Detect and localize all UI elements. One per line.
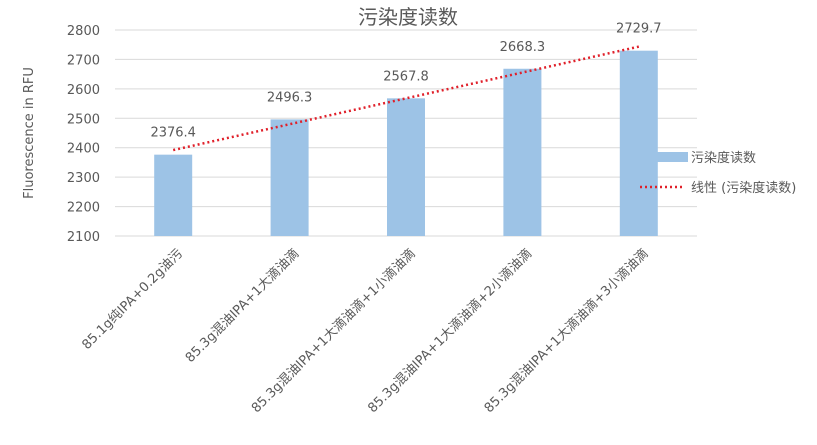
bar [387, 98, 425, 236]
data-label: 2496.3 [267, 90, 313, 105]
y-tick-label: 2800 [67, 24, 100, 39]
y-tick-label: 2700 [67, 53, 100, 68]
data-label: 2567.8 [383, 69, 429, 84]
y-tick-label: 2600 [67, 83, 100, 98]
y-tick-label: 2300 [67, 171, 100, 186]
bar [619, 50, 658, 236]
y-axis-label: Fluorescence in RFU [22, 67, 37, 199]
data-label: 2668.3 [500, 40, 546, 55]
data-label: 2376.4 [150, 126, 196, 141]
legend-bar-label: 污染度读数 [691, 150, 756, 166]
bar [503, 68, 542, 236]
bar [270, 119, 309, 236]
legend-bar-swatch [655, 152, 688, 162]
y-tick-label: 2500 [67, 112, 100, 127]
x-tick-label: 85.3g混油IPA+1大滴油滴 [182, 246, 302, 366]
y-tick-label: 2200 [67, 201, 100, 216]
bar [154, 154, 193, 236]
chart-title: 污染度读数 [358, 5, 458, 29]
data-label: 2729.7 [616, 22, 662, 37]
y-tick-label: 2100 [67, 230, 100, 245]
legend-trend-label: 线性 (污染度读数) [691, 180, 796, 196]
y-tick-label: 2400 [67, 142, 100, 157]
x-tick-label: 85.1g纯IPA+0.2g油污 [79, 246, 186, 353]
